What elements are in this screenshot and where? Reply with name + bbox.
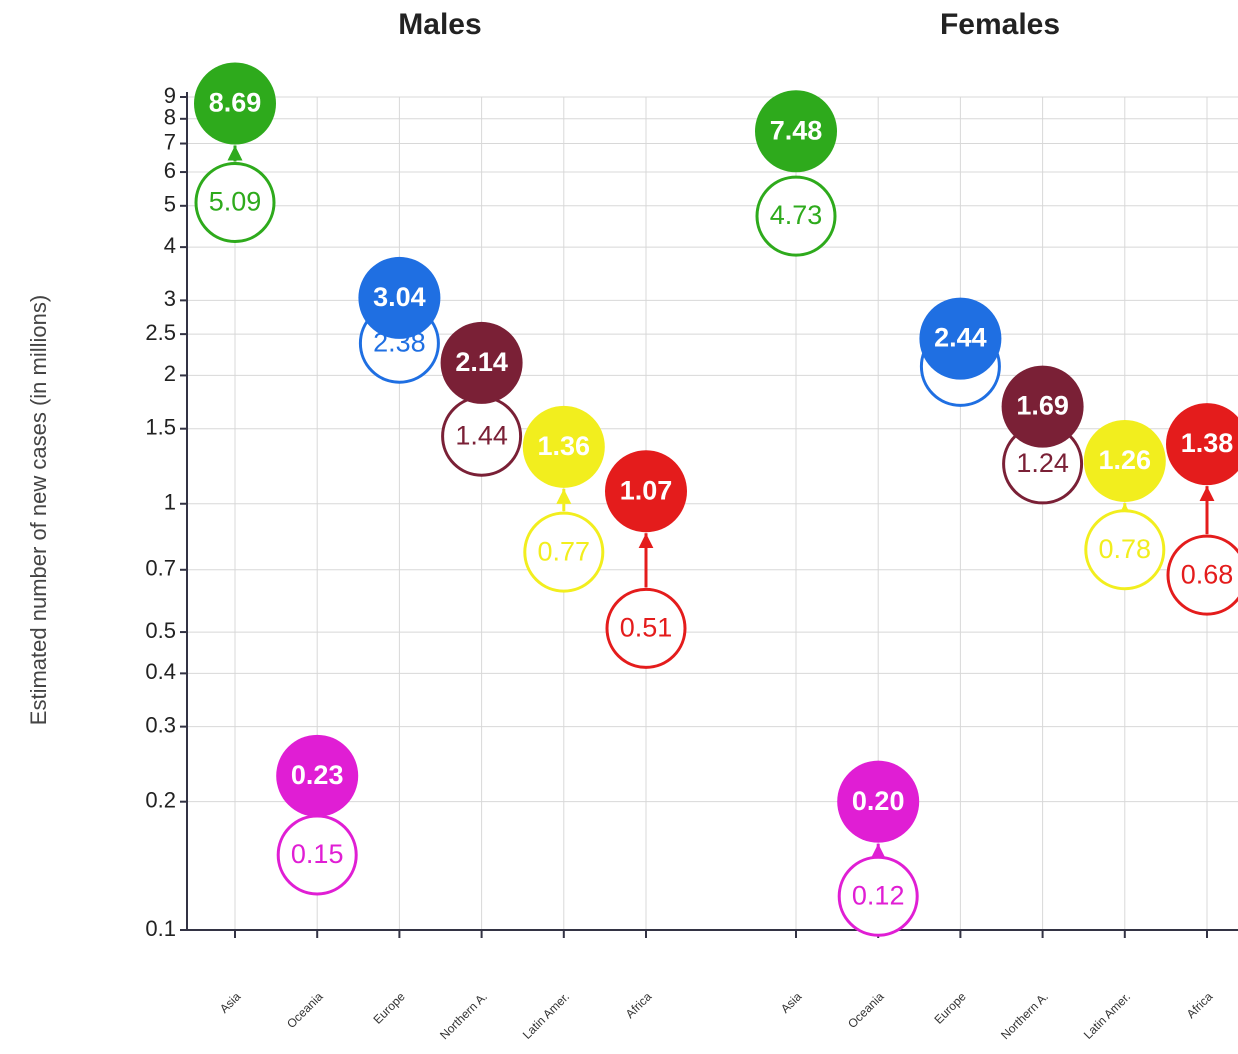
end-label: 0.20	[852, 786, 905, 816]
start-label: 0.78	[1099, 534, 1152, 564]
end-label: 2.44	[934, 323, 987, 353]
start-marker	[605, 587, 687, 669]
end-marker	[522, 405, 605, 488]
y-axis-label: Estimated number of new cases (in millio…	[26, 295, 51, 725]
x-tick-label: Oceania	[845, 989, 887, 1031]
start-marker	[194, 162, 276, 244]
end-marker	[837, 760, 920, 843]
start-label: 0.68	[1181, 559, 1234, 589]
x-tick-label: Latin Amer.	[520, 989, 572, 1041]
start-label: 0.15	[291, 839, 344, 869]
x-tick-label: Africa	[623, 989, 655, 1021]
end-label: 1.36	[538, 431, 591, 461]
start-label: 0.51	[620, 613, 673, 643]
end-marker	[276, 734, 359, 817]
y-tick-label: 3	[164, 286, 176, 311]
y-tick-label: 2	[164, 361, 176, 386]
x-tick-label: Africa	[1184, 989, 1216, 1021]
y-tick-label: 1.5	[145, 415, 176, 440]
y-tick-label: 1	[164, 490, 176, 515]
start-marker	[1084, 509, 1166, 591]
y-tick-label: 0.5	[145, 618, 176, 643]
end-marker	[358, 256, 441, 339]
start-marker	[1166, 534, 1238, 616]
end-marker	[194, 62, 276, 145]
x-tick-label: Asia	[217, 989, 244, 1016]
start-label: 1.44	[455, 420, 508, 450]
start-label: 0.77	[538, 536, 591, 566]
x-tick-label: Northern A.	[437, 989, 490, 1042]
start-label: 5.09	[209, 187, 262, 217]
end-label: 1.07	[620, 475, 673, 505]
start-marker	[837, 855, 919, 937]
start-label: 0.12	[852, 880, 905, 910]
x-tick-label: Asia	[778, 989, 805, 1016]
y-tick-label: 7	[164, 129, 176, 154]
y-tick-label: 4	[164, 233, 176, 258]
start-marker	[523, 511, 605, 593]
y-tick-label: 0.1	[145, 916, 176, 941]
end-marker	[919, 297, 1002, 380]
y-tick-label: 8	[164, 105, 176, 130]
y-tick-label: 0.4	[145, 659, 176, 684]
end-label: 7.48	[770, 115, 823, 145]
end-marker	[1083, 419, 1166, 502]
x-tick-label: Latin Amer.	[1081, 989, 1133, 1041]
x-tick-label: Europe	[370, 989, 407, 1026]
end-label: 2.14	[455, 347, 508, 377]
end-label: 8.69	[209, 88, 262, 118]
start-label: 1.24	[1016, 448, 1069, 478]
end-marker	[1001, 365, 1084, 448]
end-marker	[755, 90, 837, 173]
y-tick-label: 0.2	[145, 787, 176, 812]
x-tick-label: Northern A.	[998, 989, 1051, 1042]
y-tick-label: 0.7	[145, 556, 176, 581]
start-marker	[755, 175, 837, 257]
y-tick-label: 6	[164, 158, 176, 183]
grid	[187, 96, 1238, 931]
y-tick-label: 9	[164, 83, 176, 108]
y-tick-label: 2.5	[145, 320, 176, 345]
end-marker	[1166, 403, 1238, 486]
end-label: 1.69	[1016, 391, 1069, 421]
x-tick-label: Europe	[931, 989, 968, 1026]
end-label: 0.23	[291, 760, 344, 790]
end-marker	[605, 450, 687, 533]
x-tick-label: Oceania	[284, 989, 326, 1031]
start-label: 4.73	[770, 200, 823, 230]
end-label: 1.26	[1099, 445, 1152, 475]
panel-title: Males	[398, 8, 481, 41]
end-marker	[440, 321, 523, 404]
panel-title: Females	[940, 8, 1060, 41]
end-label: 3.04	[373, 282, 426, 312]
end-label: 1.38	[1181, 428, 1234, 458]
y-tick-label: 5	[164, 192, 176, 217]
y-tick-label: 0.3	[145, 712, 176, 737]
